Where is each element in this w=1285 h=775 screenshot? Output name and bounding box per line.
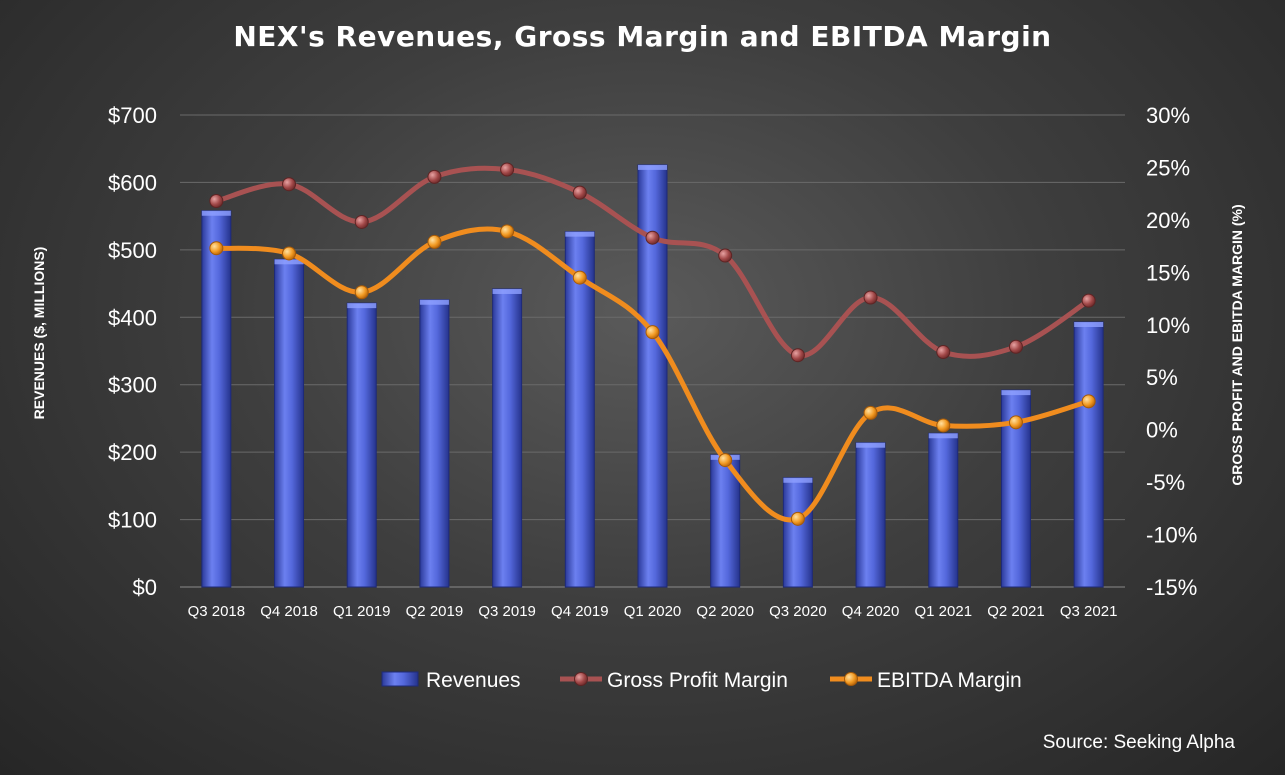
revenue-bar (274, 258, 305, 588)
x-tick-label: Q3 2018 (188, 603, 246, 620)
revenue-bar (637, 164, 668, 588)
legend-marker-ebitda-margin (844, 672, 858, 686)
y2-tick-label: -15% (1146, 575, 1197, 600)
revenue-bar-cap (856, 442, 886, 448)
revenue-bar (710, 454, 741, 588)
legend-marker-gross-profit-margin (574, 672, 588, 686)
gross-profit-margin-point (645, 230, 660, 245)
revenue-bar-cap (565, 231, 595, 237)
y2-axis-title: GROSS PROFIT AND EBITDA MARGIN (%) (1229, 204, 1245, 485)
revenue-bar-cap (201, 210, 231, 216)
revenue-bar (201, 210, 232, 588)
ebitda-margin-point (572, 270, 587, 285)
revenue-bar (855, 442, 886, 588)
gross-profit-margin-point (500, 162, 515, 177)
x-tick-label: Q1 2020 (624, 603, 682, 620)
y2-tick-label: 0% (1146, 418, 1178, 443)
ebitda-margin-point (790, 511, 805, 526)
gross-profit-margin-point (354, 214, 369, 229)
y-tick-label: $100 (108, 508, 157, 533)
revenue-bars (201, 164, 1104, 588)
revenue-bar (1073, 321, 1104, 588)
y-tick-label: $200 (108, 440, 157, 465)
ebitda-margin-point (354, 285, 369, 300)
x-tick-label: Q4 2020 (842, 603, 900, 620)
gross-profit-margin-point (936, 345, 951, 360)
revenue-bar-cap (928, 433, 958, 439)
y2-tick-label: -5% (1146, 470, 1185, 495)
ebitda-margin-point (863, 405, 878, 420)
legend: Revenues Gross Profit Margin EBITDA Margin (381, 669, 1022, 692)
gross-profit-margin-point (863, 290, 878, 305)
revenue-bar-cap (1001, 390, 1031, 396)
y2-tick-label: 25% (1146, 155, 1190, 180)
ebitda-margin-point (1081, 394, 1096, 409)
revenue-bar-cap (1074, 322, 1104, 328)
legend-label: Revenues (426, 669, 521, 692)
ebitda-margin-point (1008, 415, 1023, 430)
y2-tick-label: 10% (1146, 313, 1190, 338)
revenue-bar (492, 288, 523, 588)
y-tick-label: $300 (108, 373, 157, 398)
legend-label: Gross Profit Margin (607, 669, 788, 692)
y2-tick-label: 30% (1146, 103, 1190, 128)
revenue-bar (564, 231, 595, 588)
legend-label: EBITDA Margin (877, 669, 1022, 692)
x-tick-label: Q3 2021 (1060, 603, 1118, 620)
revenue-bar (419, 299, 450, 588)
y2-tick-label: -10% (1146, 523, 1197, 548)
y2-tick-label: 5% (1146, 365, 1178, 390)
ebitda-margin-point (427, 234, 442, 249)
x-tick-label: Q3 2020 (769, 603, 827, 620)
gross-profit-margin-point (427, 169, 442, 184)
x-tick-label: Q4 2018 (260, 603, 318, 620)
revenue-bar (782, 477, 813, 588)
revenue-bar-cap (783, 477, 813, 483)
revenue-bar (346, 302, 377, 588)
x-tick-label: Q2 2021 (987, 603, 1045, 620)
ebitda-margin-point (209, 241, 224, 256)
y-tick-label: $0 (133, 575, 157, 600)
y-tick-label: $400 (108, 305, 157, 330)
y-tick-label: $600 (108, 170, 157, 195)
gross-profit-margin-point (209, 194, 224, 209)
y2-tick-label: 20% (1146, 208, 1190, 233)
gross-profit-margin-point (1081, 293, 1096, 308)
revenue-bar-cap (638, 164, 667, 170)
x-tick-label: Q3 2019 (478, 603, 536, 620)
x-tick-label: Q4 2019 (551, 603, 609, 620)
y2-tick-label: 15% (1146, 260, 1190, 285)
ebitda-margin-point (645, 325, 660, 340)
y-tick-label: $700 (108, 103, 157, 128)
x-tick-label: Q1 2021 (914, 603, 972, 620)
ebitda-margin-point (282, 246, 297, 261)
margin-lines (209, 162, 1096, 526)
gross-profit-margin-point (718, 248, 733, 263)
legend-swatch-revenues (381, 671, 419, 687)
ebitda-margin-point (500, 224, 515, 239)
y-tick-label: $500 (108, 238, 157, 263)
revenue-bar-cap (347, 303, 377, 309)
axis-ticks: $0 $100 $200 $300 $400 $500 $600 $700 -15% -10% -5… (108, 103, 1197, 620)
revenue-bar-cap (419, 299, 449, 305)
x-tick-label: Q2 2020 (696, 603, 754, 620)
gross-profit-margin-point (282, 177, 297, 192)
x-tick-label: Q1 2019 (333, 603, 391, 620)
source-note: Source: Seeking Alpha (1042, 732, 1235, 753)
revenue-bar-cap (274, 259, 304, 265)
revenue-bar (928, 432, 959, 588)
gross-profit-margin-point (1008, 339, 1023, 354)
revenue-bar-cap (492, 288, 522, 294)
x-tick-label: Q2 2019 (406, 603, 464, 620)
ebitda-margin-point (936, 418, 951, 433)
y-axis-title: REVENUES ($, MILLIONS) (31, 247, 47, 420)
gross-profit-margin-point (790, 348, 805, 363)
chart-title: NEX's Revenues, Gross Margin and EBITDA … (233, 20, 1052, 53)
ebitda-margin-point (718, 453, 733, 468)
gross-profit-margin-point (572, 185, 587, 200)
